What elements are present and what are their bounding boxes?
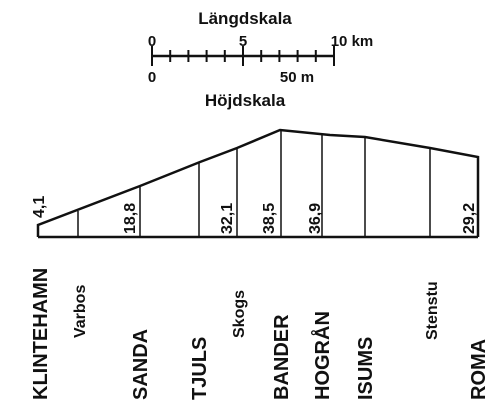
station-name: SANDA bbox=[130, 329, 152, 400]
station-name: ISUMS bbox=[355, 337, 377, 400]
length-scale-label: 5 bbox=[239, 33, 247, 50]
station-name: TJULS bbox=[189, 337, 211, 400]
station-name: Stenstu bbox=[424, 281, 441, 340]
elevation-label: 36,9 bbox=[307, 203, 324, 234]
station-name: HOGRÅN bbox=[310, 311, 334, 400]
labels: 0 5 10 km 0 50 m KLINTEHAMN Varbos SANDA TJULS Sk… bbox=[30, 33, 490, 400]
length-scale-label: 0 bbox=[148, 33, 156, 50]
elevation-label: 4,1 bbox=[31, 196, 48, 218]
height-scale-title: Höjdskala bbox=[205, 91, 286, 110]
elevation-label: 38,5 bbox=[261, 203, 278, 234]
elevation-label: 18,8 bbox=[122, 203, 139, 234]
station-name: KLINTEHAMN bbox=[30, 268, 52, 400]
length-scale-title: Längdskala bbox=[198, 9, 292, 28]
elevation-label: 29,2 bbox=[461, 203, 478, 234]
height-scale-label: 50 m bbox=[280, 69, 314, 86]
station-name: ROMA bbox=[468, 339, 490, 400]
station-name: BANDER bbox=[271, 314, 293, 400]
station-name: Varbos bbox=[72, 285, 89, 338]
elevation-profile bbox=[36, 128, 480, 237]
length-scale-label: 10 km bbox=[331, 33, 374, 50]
station-name: Skogs bbox=[231, 290, 248, 338]
height-scale-label: 0 bbox=[148, 69, 156, 86]
elevation-label: 32,1 bbox=[219, 203, 236, 234]
